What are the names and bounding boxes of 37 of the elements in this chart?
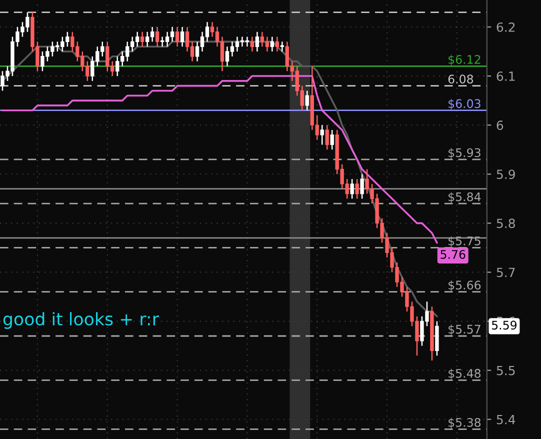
ref-line-label: $5.66: [448, 280, 481, 292]
ref-line-label: 6.08: [448, 74, 474, 84]
candlestick: [360, 174, 364, 200]
ref-line-label: $5.93: [448, 148, 480, 159]
candlestick: [155, 26, 160, 48]
ref-line-label: $5.57: [448, 324, 480, 336]
annotation: good it looks + r:r: [3, 312, 159, 329]
y-tick-label: 5.9: [496, 170, 515, 180]
candlestick: [350, 178, 354, 200]
ref-line-label: $6.12: [448, 54, 480, 66]
candlestick: [320, 124, 324, 146]
candlestick: [330, 129, 334, 150]
candlestick: [180, 26, 184, 48]
ref-line-label: $5.38: [448, 418, 481, 428]
data-label: 5.76: [440, 250, 466, 259]
candlestick: [280, 41, 284, 52]
y-tick-label: 6: [496, 120, 504, 130]
ref-line-label: $5.84: [448, 192, 481, 203]
y-tick-label: 5.5: [496, 366, 515, 376]
candlestick: [255, 31, 260, 52]
candlestick: [355, 178, 359, 200]
candlestick: [270, 36, 274, 52]
text: 5.59: [492, 320, 517, 330]
candlestick: [140, 31, 144, 48]
candlestick: [325, 124, 329, 150]
y-tick-label: 6.1: [496, 72, 515, 81]
ref-line-label: $6.03: [448, 98, 480, 110]
y-tick-label: 5.4: [496, 415, 516, 424]
y-tick-label: 6.2: [496, 22, 515, 32]
candlestick: [175, 26, 180, 48]
y-tick-label: 5.8: [496, 218, 515, 228]
ref-line-label: $5.48: [448, 368, 481, 380]
candlestick: [275, 36, 280, 52]
y-tick-label: 5.7: [496, 268, 515, 278]
candlestick: [250, 36, 254, 52]
ref-line-label: $5.75: [448, 236, 480, 247]
candlestick: [305, 90, 309, 111]
